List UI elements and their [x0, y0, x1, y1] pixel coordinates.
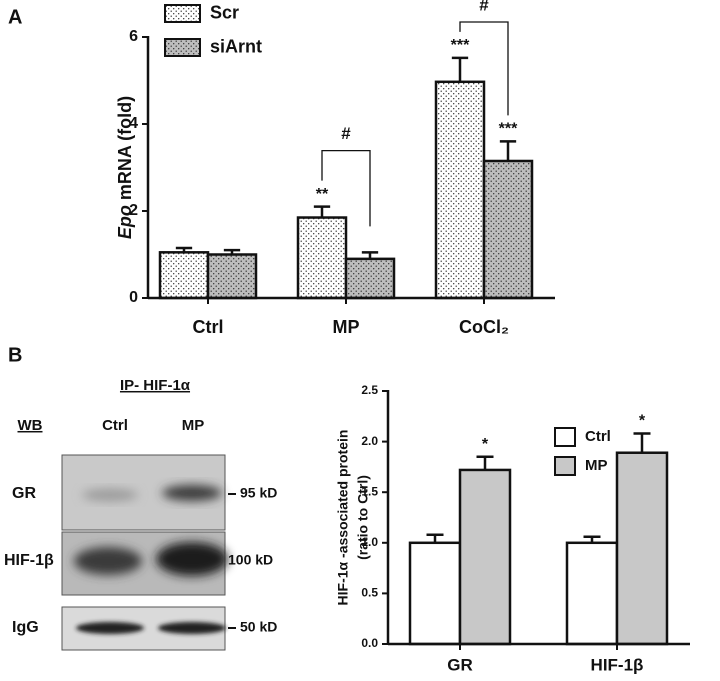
- y-tick-label: 2.5: [361, 383, 378, 397]
- band: [82, 489, 138, 501]
- x-tick-label: Ctrl: [193, 317, 224, 337]
- legend-label: Ctrl: [585, 428, 611, 445]
- band: [74, 547, 142, 575]
- legend-label: siArnt: [210, 36, 262, 56]
- band: [76, 622, 144, 634]
- significance-mark: *: [639, 413, 646, 430]
- bar: [434, 80, 486, 300]
- comparison-label: #: [479, 0, 489, 14]
- y-tick-label: 0.0: [361, 636, 378, 650]
- row-label: GR: [12, 485, 36, 502]
- significance-mark: ***: [499, 121, 518, 138]
- bar: [408, 541, 462, 646]
- lane-label: Ctrl: [102, 417, 128, 434]
- y-tick-label: 2.0: [361, 434, 378, 448]
- x-tick-label: HIF-1β: [591, 655, 644, 674]
- y-tick-label: 1.5: [361, 484, 378, 498]
- significance-mark: ***: [451, 37, 470, 54]
- legend-label: MP: [585, 457, 608, 474]
- y-tick-label: 1.0: [361, 535, 378, 549]
- bar: [344, 257, 396, 300]
- bar: [565, 541, 619, 646]
- y-tick-label: 0: [129, 289, 138, 306]
- bar: [458, 468, 512, 646]
- legend-swatch: [164, 4, 201, 23]
- western-blot: IP- HIF-1α WB Ctrl MP GR HIF-1β IgG 95 k…: [4, 377, 277, 651]
- significance-mark: *: [482, 436, 489, 453]
- lane-label: MP: [182, 417, 205, 434]
- band: [162, 485, 222, 501]
- size-label: 50 kD: [240, 619, 277, 635]
- y-axis-label: (ratio to Ctrl): [355, 475, 371, 560]
- band: [156, 542, 228, 576]
- y-tick-label: 2: [129, 202, 138, 219]
- bar: [482, 159, 534, 300]
- legend-label: Scr: [210, 2, 239, 22]
- y-tick-label: 0.5: [361, 586, 378, 600]
- comparison-bracket: [459, 21, 509, 116]
- band: [158, 622, 226, 634]
- x-tick-label: MP: [333, 317, 360, 337]
- comparison-bracket: [321, 150, 371, 227]
- y-tick-label: 4: [129, 115, 138, 132]
- wb-label: WB: [18, 417, 43, 434]
- blot-header: IP- HIF-1α: [120, 377, 191, 394]
- panel-letter: A: [8, 6, 22, 28]
- x-tick-label: CoCl₂: [459, 317, 509, 337]
- legend-swatch: [554, 456, 576, 476]
- legend-swatch: [554, 427, 576, 447]
- panel-letter: B: [8, 344, 22, 366]
- y-axis-label: HIF-1α -associated protein: [335, 430, 351, 606]
- y-tick-label: 6: [129, 28, 138, 45]
- bar: [615, 451, 669, 646]
- significance-mark: **: [316, 186, 329, 203]
- y-axis-label: Epo mRNA (fold): [115, 96, 135, 239]
- y-axis-label-text: mRNA (fold): [115, 96, 135, 200]
- size-label: 100 kD: [228, 552, 273, 568]
- size-label: 95 kD: [240, 485, 277, 501]
- x-tick-label: GR: [447, 655, 473, 674]
- row-label: IgG: [12, 619, 39, 636]
- bar: [296, 216, 348, 300]
- bar: [206, 253, 258, 300]
- legend-swatch: [164, 38, 201, 57]
- y-axis-label-italic: Epo: [115, 205, 135, 239]
- row-label: HIF-1β: [4, 552, 54, 569]
- bar: [158, 251, 210, 300]
- comparison-label: #: [341, 124, 351, 143]
